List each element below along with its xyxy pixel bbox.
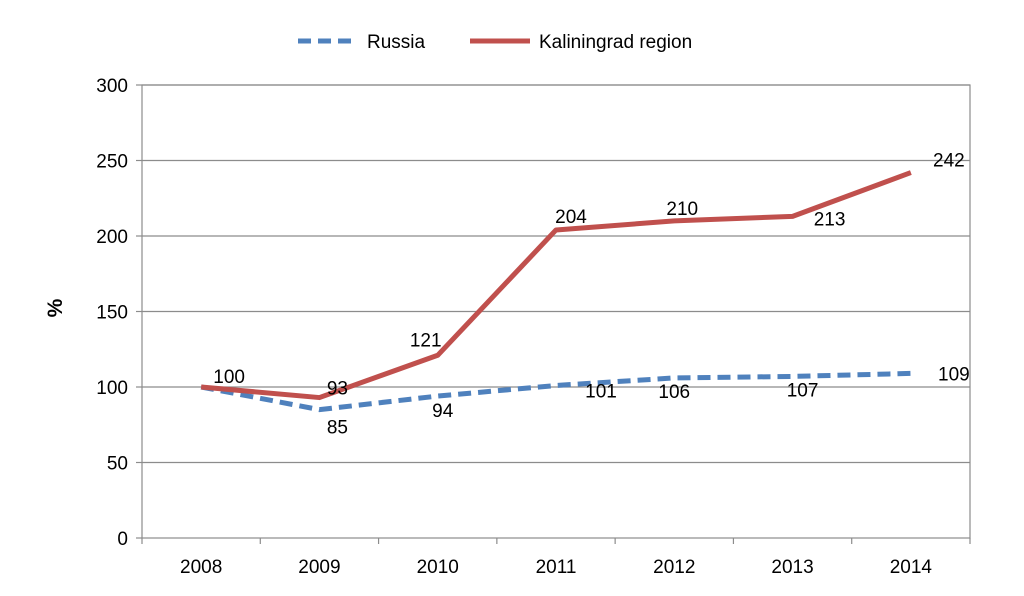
legend: Russia Kaliningrad region <box>298 32 692 53</box>
data-label-kaliningrad-region-2013: 213 <box>814 209 846 230</box>
data-label-kaliningrad-region-2009: 93 <box>327 379 348 400</box>
x-tick-label-2008: 2008 <box>180 557 222 578</box>
plot-border <box>141 84 971 539</box>
series-line-russia <box>200 370 911 413</box>
x-tick-label-2010: 2010 <box>417 557 459 578</box>
legend-label-russia: Russia <box>367 32 426 53</box>
data-label-kaliningrad-region-2010: 121 <box>410 330 442 351</box>
data-label-russia-2011: 101 <box>585 381 617 402</box>
data-label-kaliningrad-region-2012: 210 <box>666 199 698 220</box>
data-label-kaliningrad-region-2014: 242 <box>933 151 965 172</box>
x-tick-label-2011: 2011 <box>536 557 577 578</box>
data-label-kaliningrad-region-2008: 100 <box>213 367 245 388</box>
y-tick-label-200: 200 <box>96 227 128 248</box>
y-tick-label-50: 50 <box>107 454 128 475</box>
legend-label-kaliningrad-region: Kaliningrad region <box>539 32 692 53</box>
x-tick-label-2013: 2013 <box>771 557 813 578</box>
x-tick-label-2009: 2009 <box>298 557 340 578</box>
data-label-russia-2009: 85 <box>327 418 348 439</box>
data-label-russia-2014: 109 <box>938 364 970 385</box>
data-label-russia-2012: 106 <box>658 382 690 403</box>
data-label-kaliningrad-region-2011: 204 <box>555 207 587 228</box>
data-label-russia-2013: 107 <box>787 380 819 401</box>
plot-area: 0 50 100 150 200 250 300 2008 2009 2010 2011 2012 20… <box>96 76 971 578</box>
y-tick-label-100: 100 <box>96 378 128 399</box>
y-tick-label-150: 150 <box>96 303 128 324</box>
x-tick-label-2014: 2014 <box>890 557 933 578</box>
y-axis-label: % <box>44 298 67 317</box>
data-label-russia-2010: 94 <box>432 401 454 422</box>
y-tick-label-300: 300 <box>96 76 128 97</box>
x-tick-label-2012: 2012 <box>653 557 695 578</box>
y-tick-label-0: 0 <box>117 529 128 550</box>
series-line-kaliningrad-region <box>200 170 912 401</box>
y-tick-label-250: 250 <box>96 152 128 173</box>
